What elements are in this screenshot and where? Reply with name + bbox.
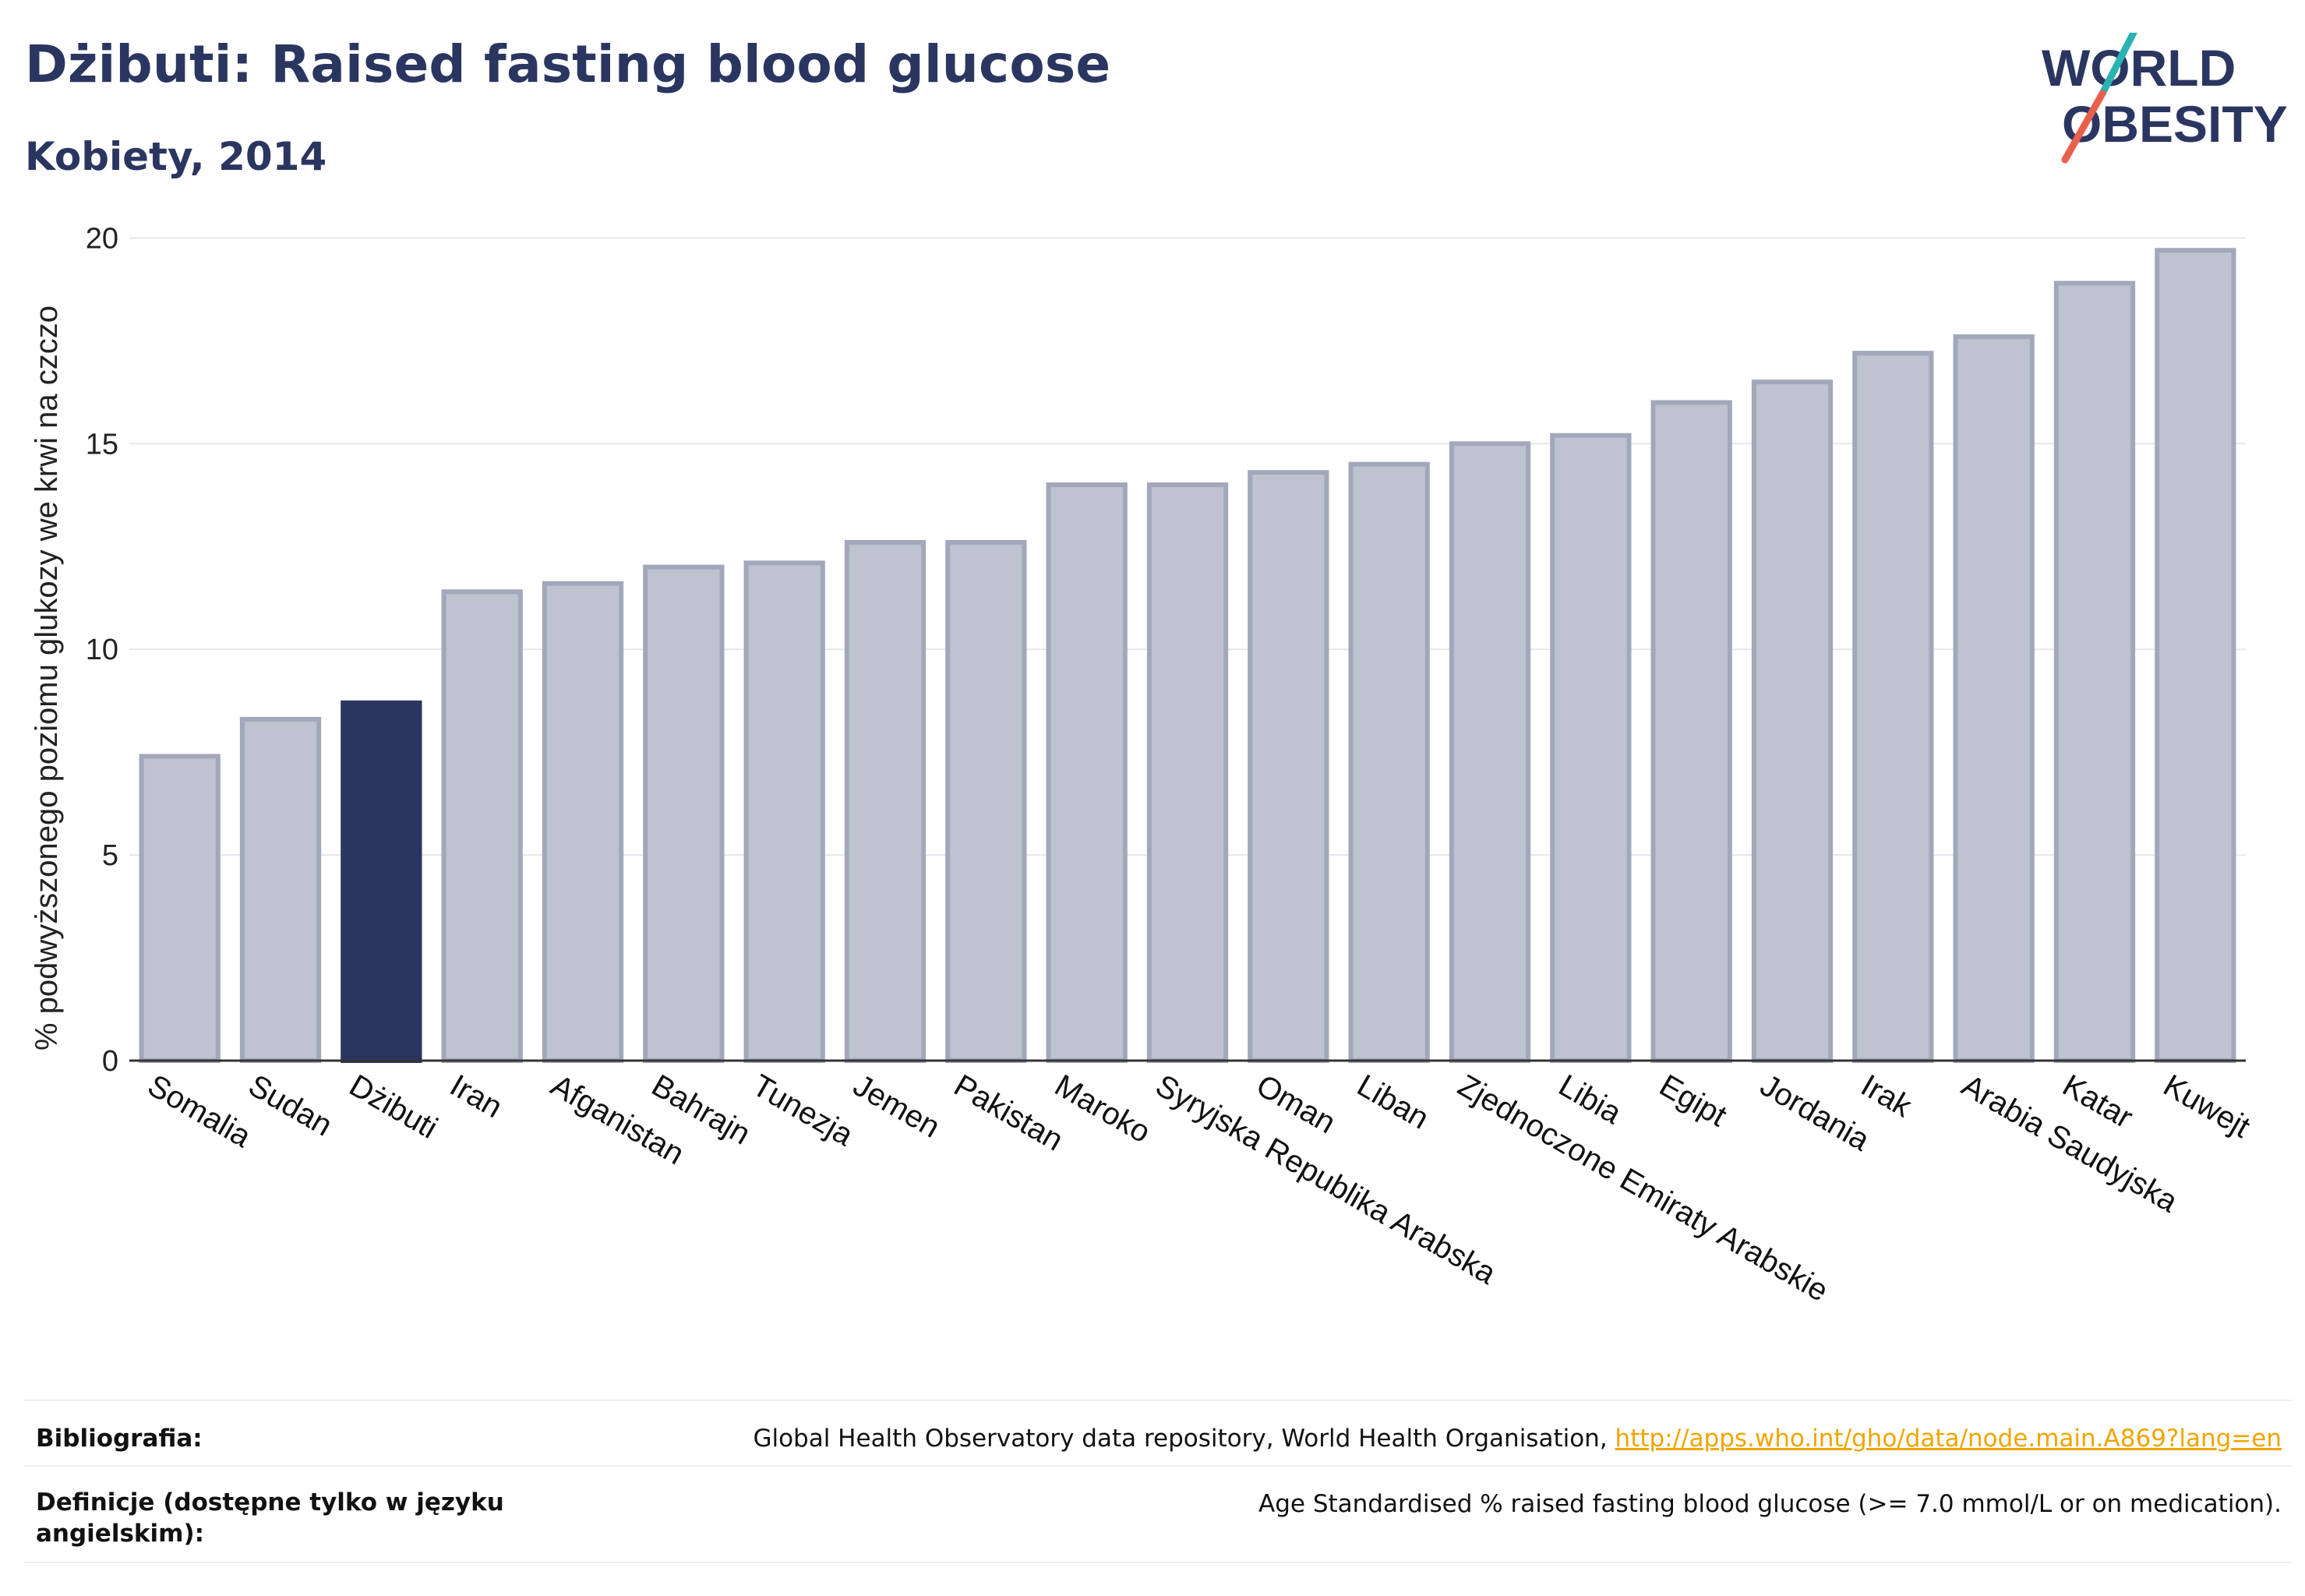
- logo-slash-top: [2099, 33, 2137, 97]
- bar: [643, 564, 725, 1063]
- bar: [743, 560, 825, 1063]
- x-tick-label: Kuwejt: [2158, 1068, 2256, 1145]
- bar: [844, 539, 927, 1063]
- x-tick-label: Tunezja: [747, 1068, 860, 1153]
- x-tick-label: Iran: [444, 1068, 508, 1125]
- bibliography-label: Bibliografia:: [36, 1425, 203, 1453]
- footer-divider-top: [23, 1400, 2293, 1401]
- bar: [341, 700, 422, 1063]
- x-tick-label: Irak: [1855, 1068, 1918, 1125]
- bar: [945, 539, 1027, 1063]
- bar: [1852, 351, 1934, 1063]
- bars: [139, 248, 2236, 1064]
- world-obesity-logo: WORLD OBESITY: [2042, 33, 2288, 164]
- x-tick-label: Jemen: [848, 1068, 946, 1145]
- bar: [1953, 334, 2035, 1063]
- y-tick-label: 20: [86, 222, 118, 255]
- bar: [542, 581, 624, 1063]
- y-tick-label: 10: [86, 634, 118, 666]
- y-tick-labels: 0 5 10 15 20: [86, 222, 118, 1078]
- y-tick-label: 15: [86, 428, 118, 461]
- chart-title: Dżibuti: Raised fasting blood glucose: [25, 34, 1111, 94]
- footer-divider-middle: [23, 1465, 2293, 1467]
- bar: [139, 754, 221, 1063]
- y-tick-label: 0: [102, 1045, 118, 1078]
- bibliography-link[interactable]: http://apps.who.int/gho/data/node.main.A…: [1615, 1425, 2282, 1453]
- bar: [2155, 248, 2236, 1064]
- bar: [1650, 400, 1732, 1063]
- bar: [1046, 482, 1128, 1063]
- x-tick-label: Jordania: [1755, 1068, 1876, 1158]
- logo-slash-bottom: [2061, 90, 2106, 164]
- x-tick-label: Libia: [1553, 1068, 1628, 1132]
- x-tick-label: Dżibuti: [344, 1068, 443, 1146]
- chart-subtitle: Kobiety, 2014: [25, 134, 327, 179]
- x-tick-label: Sudan: [243, 1068, 338, 1143]
- bar: [1751, 380, 1834, 1063]
- definition-text: Age Standardised % raised fasting blood …: [1258, 1490, 2282, 1518]
- bibliography-value: Global Health Observatory data repositor…: [753, 1423, 2282, 1454]
- bar: [239, 716, 322, 1063]
- bar: [1348, 461, 1430, 1063]
- definition-label: Definicje (dostępne tylko w języku angie…: [36, 1488, 504, 1548]
- y-axis-label: % podwyższonego poziomu glukozy we krwi …: [30, 305, 64, 1050]
- bar: [1146, 482, 1229, 1063]
- x-tick-label: Somalia: [142, 1068, 257, 1155]
- bar: [1248, 470, 1329, 1063]
- bar: [1550, 433, 1632, 1063]
- bar: [1449, 441, 1531, 1063]
- bar: [441, 589, 523, 1063]
- x-tick-label: Egipt: [1654, 1068, 1732, 1134]
- x-tick-label: Maroko: [1049, 1068, 1156, 1150]
- x-tick-label: Pakistan: [948, 1068, 1069, 1158]
- bibliography-text: Global Health Observatory data repositor…: [753, 1425, 1615, 1453]
- bar: [2053, 281, 2136, 1063]
- x-tick-label: Liban: [1351, 1068, 1435, 1136]
- logo-line1: WORLD: [2042, 39, 2236, 97]
- y-tick-label: 5: [102, 839, 118, 872]
- footer-divider-bottom: [23, 1562, 2293, 1563]
